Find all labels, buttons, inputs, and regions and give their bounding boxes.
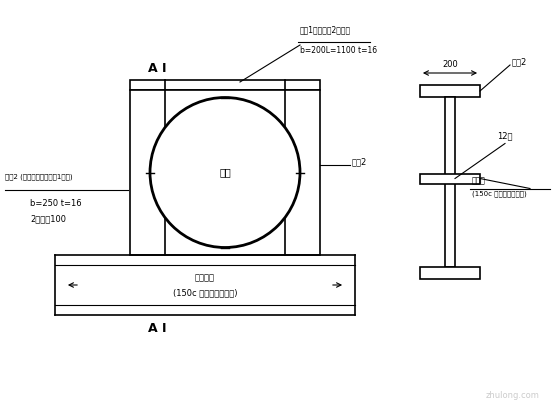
- Text: 輔杈1（与輔杈2拼接）: 輔杈1（与輔杈2拼接）: [300, 26, 351, 34]
- Bar: [420, 267, 480, 279]
- Text: b=200L=1100 t=16: b=200L=1100 t=16: [300, 45, 377, 55]
- Text: b=250 t=16: b=250 t=16: [30, 199, 82, 207]
- Bar: [420, 85, 480, 97]
- Circle shape: [150, 97, 300, 247]
- Bar: [130, 90, 320, 255]
- Bar: [420, 173, 480, 184]
- Text: (150c 工字形钉子制作): (150c 工字形钉子制作): [172, 289, 237, 297]
- Text: 键算: 键算: [219, 168, 231, 178]
- Text: (150c 工字形钉子制作): (150c 工字形钉子制作): [472, 191, 527, 197]
- Text: 钉楷板: 钉楷板: [472, 176, 486, 186]
- Text: 輔杈2: 輔杈2: [352, 158, 367, 166]
- Text: 2块拼接100: 2块拼接100: [30, 215, 66, 223]
- Text: 200: 200: [442, 60, 458, 69]
- Text: 12度: 12度: [497, 131, 513, 141]
- Text: 模板型钉: 模板型钉: [195, 273, 215, 283]
- Text: 輔杈2 (与面板型转角輔杈1拼接): 輔杈2 (与面板型转角輔杈1拼接): [5, 174, 73, 180]
- Bar: [130, 80, 320, 90]
- Bar: [445, 97, 455, 267]
- Text: A I: A I: [148, 322, 166, 335]
- Text: 輔杈2: 輔杈2: [512, 58, 528, 66]
- Text: A I: A I: [148, 62, 166, 75]
- Text: zhulong.com: zhulong.com: [486, 391, 540, 400]
